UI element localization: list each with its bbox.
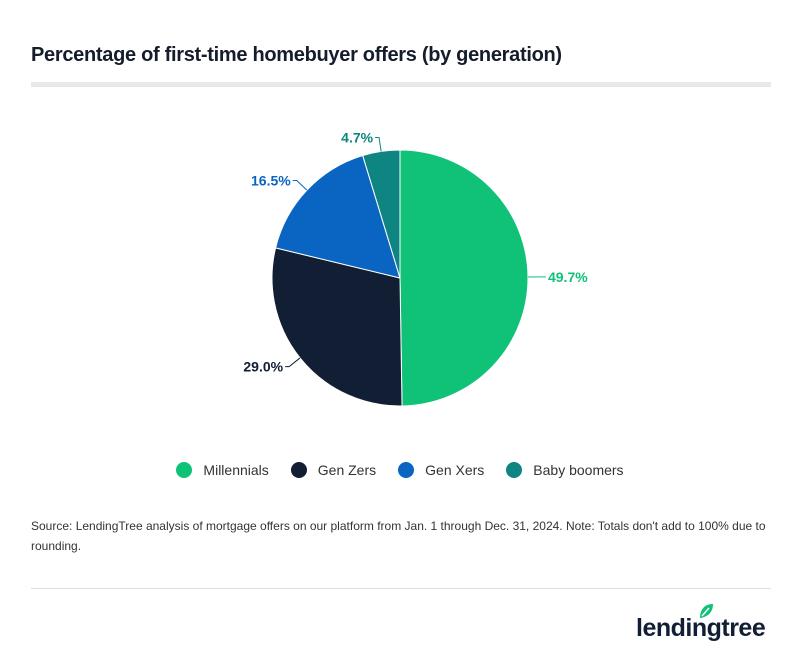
data-label: 29.0% (243, 359, 283, 375)
leader-line (285, 357, 301, 368)
pie-chart: 49.7% 29.0% 16.5% 4.7% (243, 130, 588, 407)
legend-item-baby-boomers[interactable]: Baby boomers (506, 462, 624, 478)
legend-item-millennials[interactable]: Millennials (176, 462, 269, 478)
data-label: 49.7% (548, 269, 588, 285)
legend-label: Millennials (203, 462, 269, 478)
data-label: 4.7% (341, 130, 373, 146)
data-label: 16.5% (251, 173, 291, 189)
logo-text: lendingtree (636, 614, 766, 642)
legend-label: Gen Xers (425, 462, 485, 478)
lendingtree-logo: lendingtree (636, 603, 771, 643)
leaf-icon (700, 604, 713, 618)
leader-line (292, 180, 308, 191)
legend-swatch (398, 462, 415, 478)
legend-swatch (506, 462, 523, 478)
pie-slice-millennials[interactable] (399, 149, 529, 407)
legend-item-gen-xers[interactable]: Gen Xers (398, 462, 484, 478)
legend: Millennials Gen Zers Gen Xers Baby boome… (0, 462, 800, 478)
source-note: Source: LendingTree analysis of mortgage… (31, 519, 766, 553)
footer-divider (31, 588, 771, 589)
legend-swatch (290, 462, 307, 478)
legend-swatch (176, 462, 193, 478)
pie-slice-gen-zers[interactable] (271, 247, 403, 407)
legend-label: Gen Zers (317, 462, 377, 478)
leader-line (375, 137, 382, 152)
legend-item-gen-zers[interactable]: Gen Zers (290, 462, 377, 478)
title-divider (31, 82, 771, 87)
legend-label: Baby boomers (533, 462, 624, 478)
pie-slice-gen-xers[interactable] (274, 154, 401, 279)
chart-title: Percentage of first-time homebuyer offer… (31, 44, 562, 66)
pie-slice-baby-boomers[interactable] (362, 149, 401, 279)
